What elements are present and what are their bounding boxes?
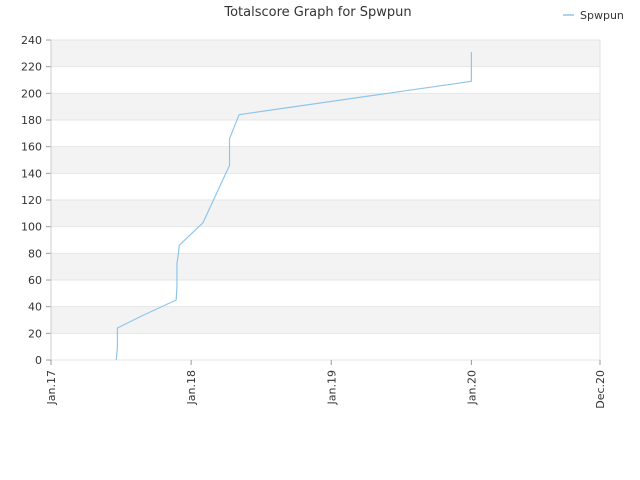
y-tick-label: 160 xyxy=(21,141,42,154)
plot-band xyxy=(51,333,600,360)
x-tick-label: Dec.20 xyxy=(594,370,607,409)
plot-band xyxy=(51,306,600,334)
x-axis: Jan.17 Jan.18 Jan.19 Jan.20 Dec.20 xyxy=(45,360,607,409)
x-tick-label: Jan.17 xyxy=(45,370,58,405)
y-tick-label: 140 xyxy=(21,167,42,180)
plot-band xyxy=(51,120,600,147)
chart-title: Totalscore Graph for Spwpun xyxy=(223,5,411,20)
plot-band xyxy=(51,200,600,227)
plot-band xyxy=(51,280,600,307)
y-tick-label: 80 xyxy=(28,247,42,260)
plot-band xyxy=(51,173,600,200)
legend[interactable]: Spwpun xyxy=(563,9,624,22)
grid-lines xyxy=(51,39,600,361)
y-tick-label: 120 xyxy=(21,194,42,207)
y-tick-label: 200 xyxy=(21,87,42,100)
plot-band xyxy=(51,253,600,280)
y-tick-label: 60 xyxy=(28,274,42,287)
plot-bands xyxy=(50,39,601,361)
y-tick-label: 0 xyxy=(35,354,42,367)
y-tick-label: 220 xyxy=(21,61,42,74)
plot-band xyxy=(51,66,600,94)
x-tick-label: Jan.19 xyxy=(325,370,338,405)
series-line[interactable] xyxy=(115,52,472,361)
plot-band xyxy=(51,226,600,254)
legend-label: Spwpun xyxy=(580,9,624,22)
y-axis: 0 20 40 60 80 100 120 140 160 180 200 220 240 xyxy=(21,34,52,367)
x-tick-label: Jan.18 xyxy=(185,370,198,405)
y-tick-label: 100 xyxy=(21,221,42,234)
y-tick-label: 20 xyxy=(28,327,42,340)
x-tick-label: Jan.20 xyxy=(465,370,478,405)
y-tick-label: 180 xyxy=(21,114,42,127)
plot-band xyxy=(51,146,600,174)
y-tick-label: 240 xyxy=(21,34,42,47)
plot-band xyxy=(51,93,600,120)
plot-band xyxy=(51,40,600,67)
y-tick-label: 40 xyxy=(28,301,42,314)
series-layer xyxy=(115,52,472,361)
